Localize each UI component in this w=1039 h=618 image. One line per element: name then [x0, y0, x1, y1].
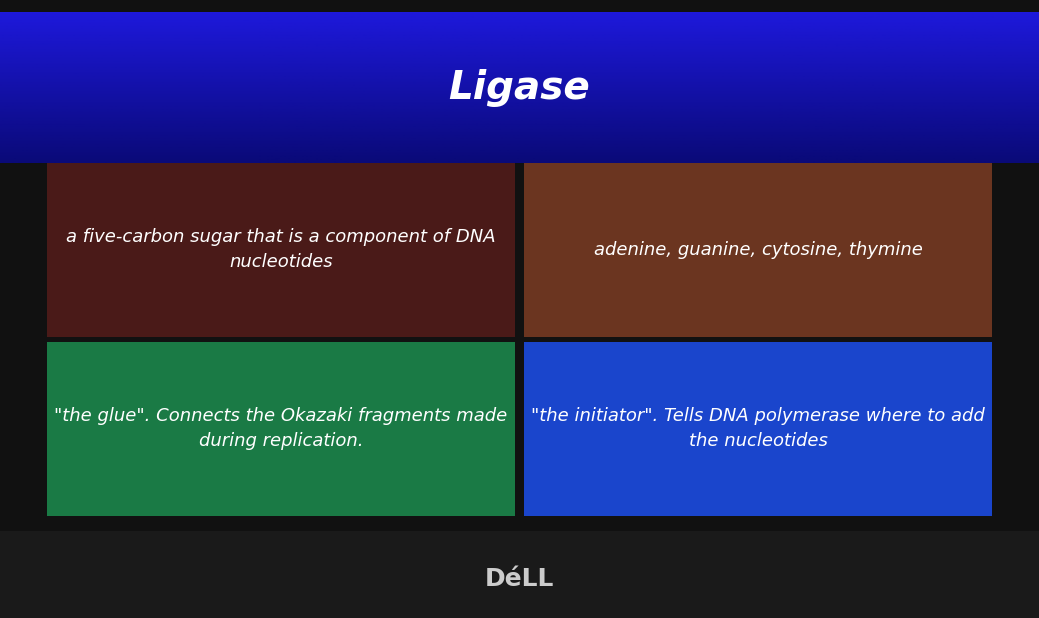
Bar: [0, 531, 1039, 618]
Bar: [47, 342, 515, 516]
Text: DéLL: DéLL: [485, 567, 554, 591]
Text: adenine, guanine, cytosine, thymine: adenine, guanine, cytosine, thymine: [593, 241, 923, 259]
Bar: [524, 163, 992, 337]
Text: a five-carbon sugar that is a component of DNA
nucleotides: a five-carbon sugar that is a component …: [66, 229, 496, 271]
Text: "the initiator". Tells DNA polymerase where to add
the nucleotides: "the initiator". Tells DNA polymerase wh…: [531, 407, 985, 451]
Bar: [47, 163, 515, 337]
Text: Ligase: Ligase: [449, 69, 590, 107]
Bar: [524, 342, 992, 516]
Text: "the glue". Connects the Okazaki fragments made
during replication.: "the glue". Connects the Okazaki fragmen…: [54, 407, 508, 451]
